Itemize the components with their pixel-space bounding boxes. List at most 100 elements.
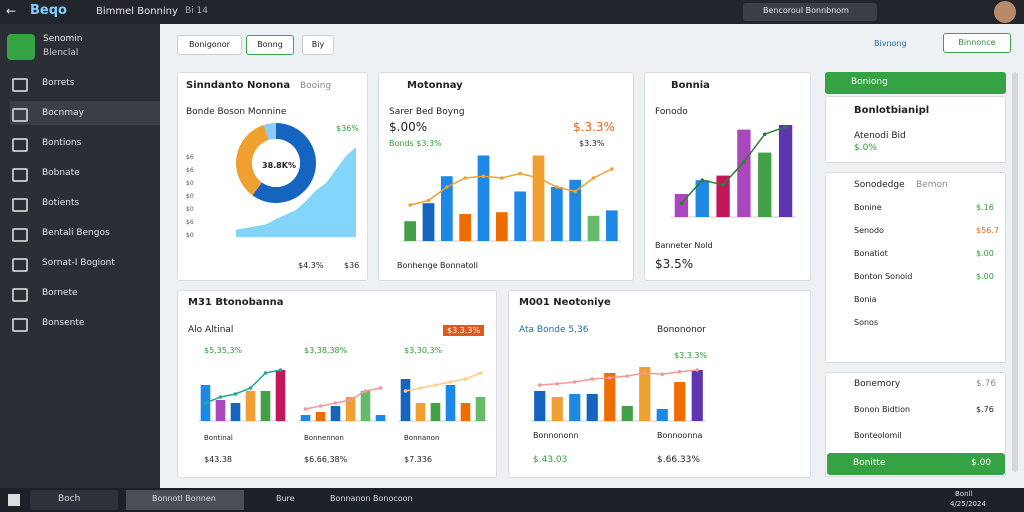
trend-point [660,372,665,376]
card-subtitle: Ata Bonde 5,36 [519,325,589,335]
bar [430,403,441,421]
profile-name: Senomin [43,34,83,44]
legend: $36 [344,261,360,270]
row-label: Bonteolomil [854,431,902,440]
trend-point [408,203,412,207]
trend-point [418,386,423,390]
legend: Bontinal [204,434,233,442]
bar [330,406,341,421]
nav-item[interactable]: Bontions [10,131,160,155]
bar [716,175,730,217]
start[interactable] [8,494,20,506]
avatar[interactable] [994,1,1016,23]
legend: Bonnennon [304,434,344,442]
nav-item[interactable]: Borrets [10,71,160,95]
y-tick-label: $6 [186,167,194,174]
trend-point [573,189,577,194]
profile-sub: Blenclal [43,48,79,58]
trend-point [363,389,368,393]
legend: Bonnanon [404,434,440,442]
toolbar-button[interactable]: Bonng [246,35,294,55]
corner-value: $36% [336,124,359,133]
legend: Bonhenge Bonnatoll [397,261,478,270]
y-tick-label: $0 [186,193,194,200]
bar [404,221,417,241]
bar [345,397,356,421]
filter[interactable]: Bivnong [874,39,907,48]
nav-item[interactable]: Bentali Bengos [10,221,160,245]
card: Bonnia Fonodo Banneter Nold $3.5% [644,72,811,281]
trend-point [233,392,238,396]
bar [551,397,563,421]
toolbar-button[interactable]: Biy [302,35,334,55]
panel-button[interactable]: Bonitte $.00 [827,453,1005,475]
kpi: $.00% [389,120,428,134]
trend-point [218,395,223,399]
card-title: M31 Btonobanna [188,297,284,308]
card-title: Bonnia [671,80,710,91]
trend-point [610,167,614,171]
trend-point [679,201,684,205]
bar [315,412,326,421]
legend: Bonononor [657,325,707,335]
task-search[interactable]: Boch [30,490,118,510]
nav-item[interactable]: Bocnmay [10,101,160,125]
trend-point [378,386,383,390]
bar [674,382,686,421]
bar [514,191,527,241]
y-tick-label: $0 [186,206,194,213]
row-label: Bonia [854,295,877,304]
task-app[interactable]: Bonnotl Bonnen [126,490,244,510]
y-tick-label: $6 [186,219,194,226]
search[interactable]: Bencoroul Bonnbnom [743,3,877,21]
panel-button[interactable]: Boniong [825,72,1006,94]
group-label: $5,35,3% [204,346,243,355]
card-subtitle: Fonodo [655,107,688,117]
bar [230,403,241,421]
footer: $6.66,38% [304,455,348,464]
trend-point [500,176,504,180]
tag: Bi 14 [185,6,208,16]
trend-point [591,176,596,180]
profile-icon [7,34,35,60]
task-app[interactable]: Bonnanon Bonocoon [330,494,413,503]
trend-point [518,171,522,176]
bar [477,155,490,241]
trend-point [426,198,431,203]
back[interactable]: ← [6,4,17,18]
trend-point [762,132,767,136]
card-title: Sinndanto Nonona [186,80,291,91]
trend-point [695,368,700,372]
bar [475,397,486,421]
row-label: Bonton Sonoid [854,272,913,281]
row-value: $.00 [976,272,994,281]
sidebar: Senomin Blenclal Borrets Bocnmay Bontions B… [0,24,160,488]
card-title: Motonnay [407,80,463,91]
trend-point [278,368,283,372]
nav-item[interactable]: Bornete [10,281,160,305]
donut-slice [263,123,276,141]
group-label: $3,30,3% [404,346,443,355]
nav-item[interactable]: Bonsente [10,311,160,335]
card: Motonnay Sarer Bed Boyng $.00% $.3.3% Bo… [378,72,634,281]
chart [398,371,488,422]
action-button[interactable]: Binnonce [943,33,1011,53]
bar [459,214,472,241]
bar [586,394,598,421]
card-title: M001 Neotoniye [519,297,611,308]
nav-item[interactable]: Sornat-I Bogiont [10,251,160,275]
trend-point [536,176,541,180]
donut-center: 38.8K% [262,161,296,170]
trend-point [537,383,542,387]
trend-point [572,380,577,384]
nav-item[interactable]: Botients [10,191,160,215]
bar [260,391,271,421]
task-app[interactable]: Bure [276,494,295,503]
bar [532,155,545,241]
trend-point [203,401,208,405]
toolbar-button[interactable]: Bonigonor [177,35,242,55]
scrollbar[interactable] [1012,72,1018,472]
nav-item[interactable]: Bobnate [10,161,160,185]
delta: $3.3.3% [674,351,708,360]
